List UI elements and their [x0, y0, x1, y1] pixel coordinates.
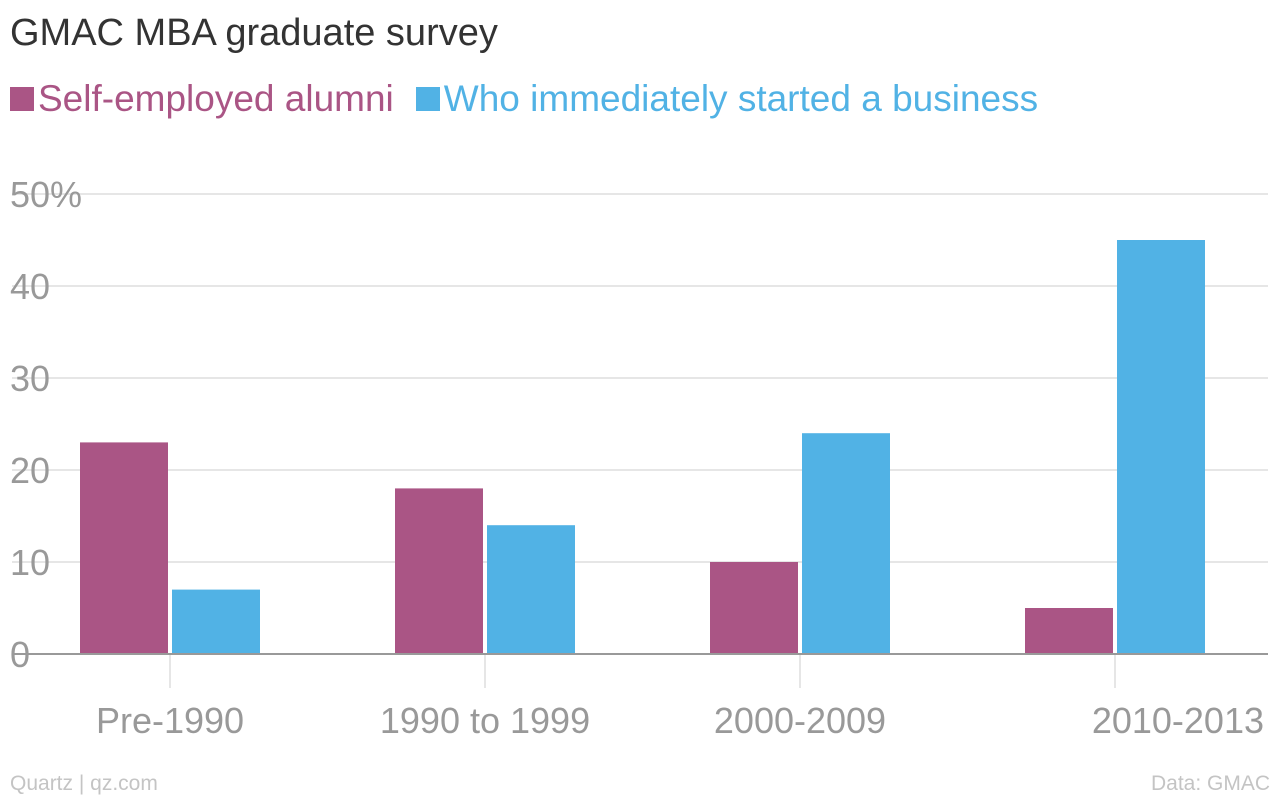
source-credit: Quartz | qz.com	[10, 772, 158, 795]
x-category-label: Pre-1990	[96, 700, 244, 741]
legend: Self-employed alumni Who immediately sta…	[10, 78, 1060, 120]
legend-label-started-business: Who immediately started a business	[443, 78, 1039, 119]
y-tick-label: 40	[10, 266, 50, 307]
legend-label-self-employed: Self-employed alumni	[38, 78, 394, 119]
data-source: Data: GMAC	[1150, 772, 1270, 795]
bar	[172, 589, 260, 654]
bar	[80, 442, 168, 654]
legend-swatch-started-business	[415, 87, 440, 111]
chart-title: GMAC MBA graduate survey	[10, 12, 498, 54]
legend-item-self-employed: Self-employed alumni	[10, 78, 394, 120]
legend-swatch-self-employed	[10, 87, 34, 111]
bar	[395, 488, 483, 654]
y-tick-label: 30	[10, 358, 50, 399]
y-tick-label: 10	[10, 542, 50, 583]
y-tick-label: 20	[10, 450, 50, 491]
bar	[710, 562, 798, 654]
x-category-label: 2000-2009	[714, 700, 886, 741]
bar	[487, 525, 575, 654]
legend-item-started-business: Who immediately started a business	[415, 78, 1039, 120]
x-category-label: 2010-2013	[1092, 700, 1264, 741]
bar	[802, 433, 890, 654]
x-category-label: 1990 to 1999	[380, 700, 590, 741]
bar	[1117, 240, 1205, 654]
bar	[1025, 608, 1113, 654]
y-tick-label: 50%	[10, 174, 82, 215]
